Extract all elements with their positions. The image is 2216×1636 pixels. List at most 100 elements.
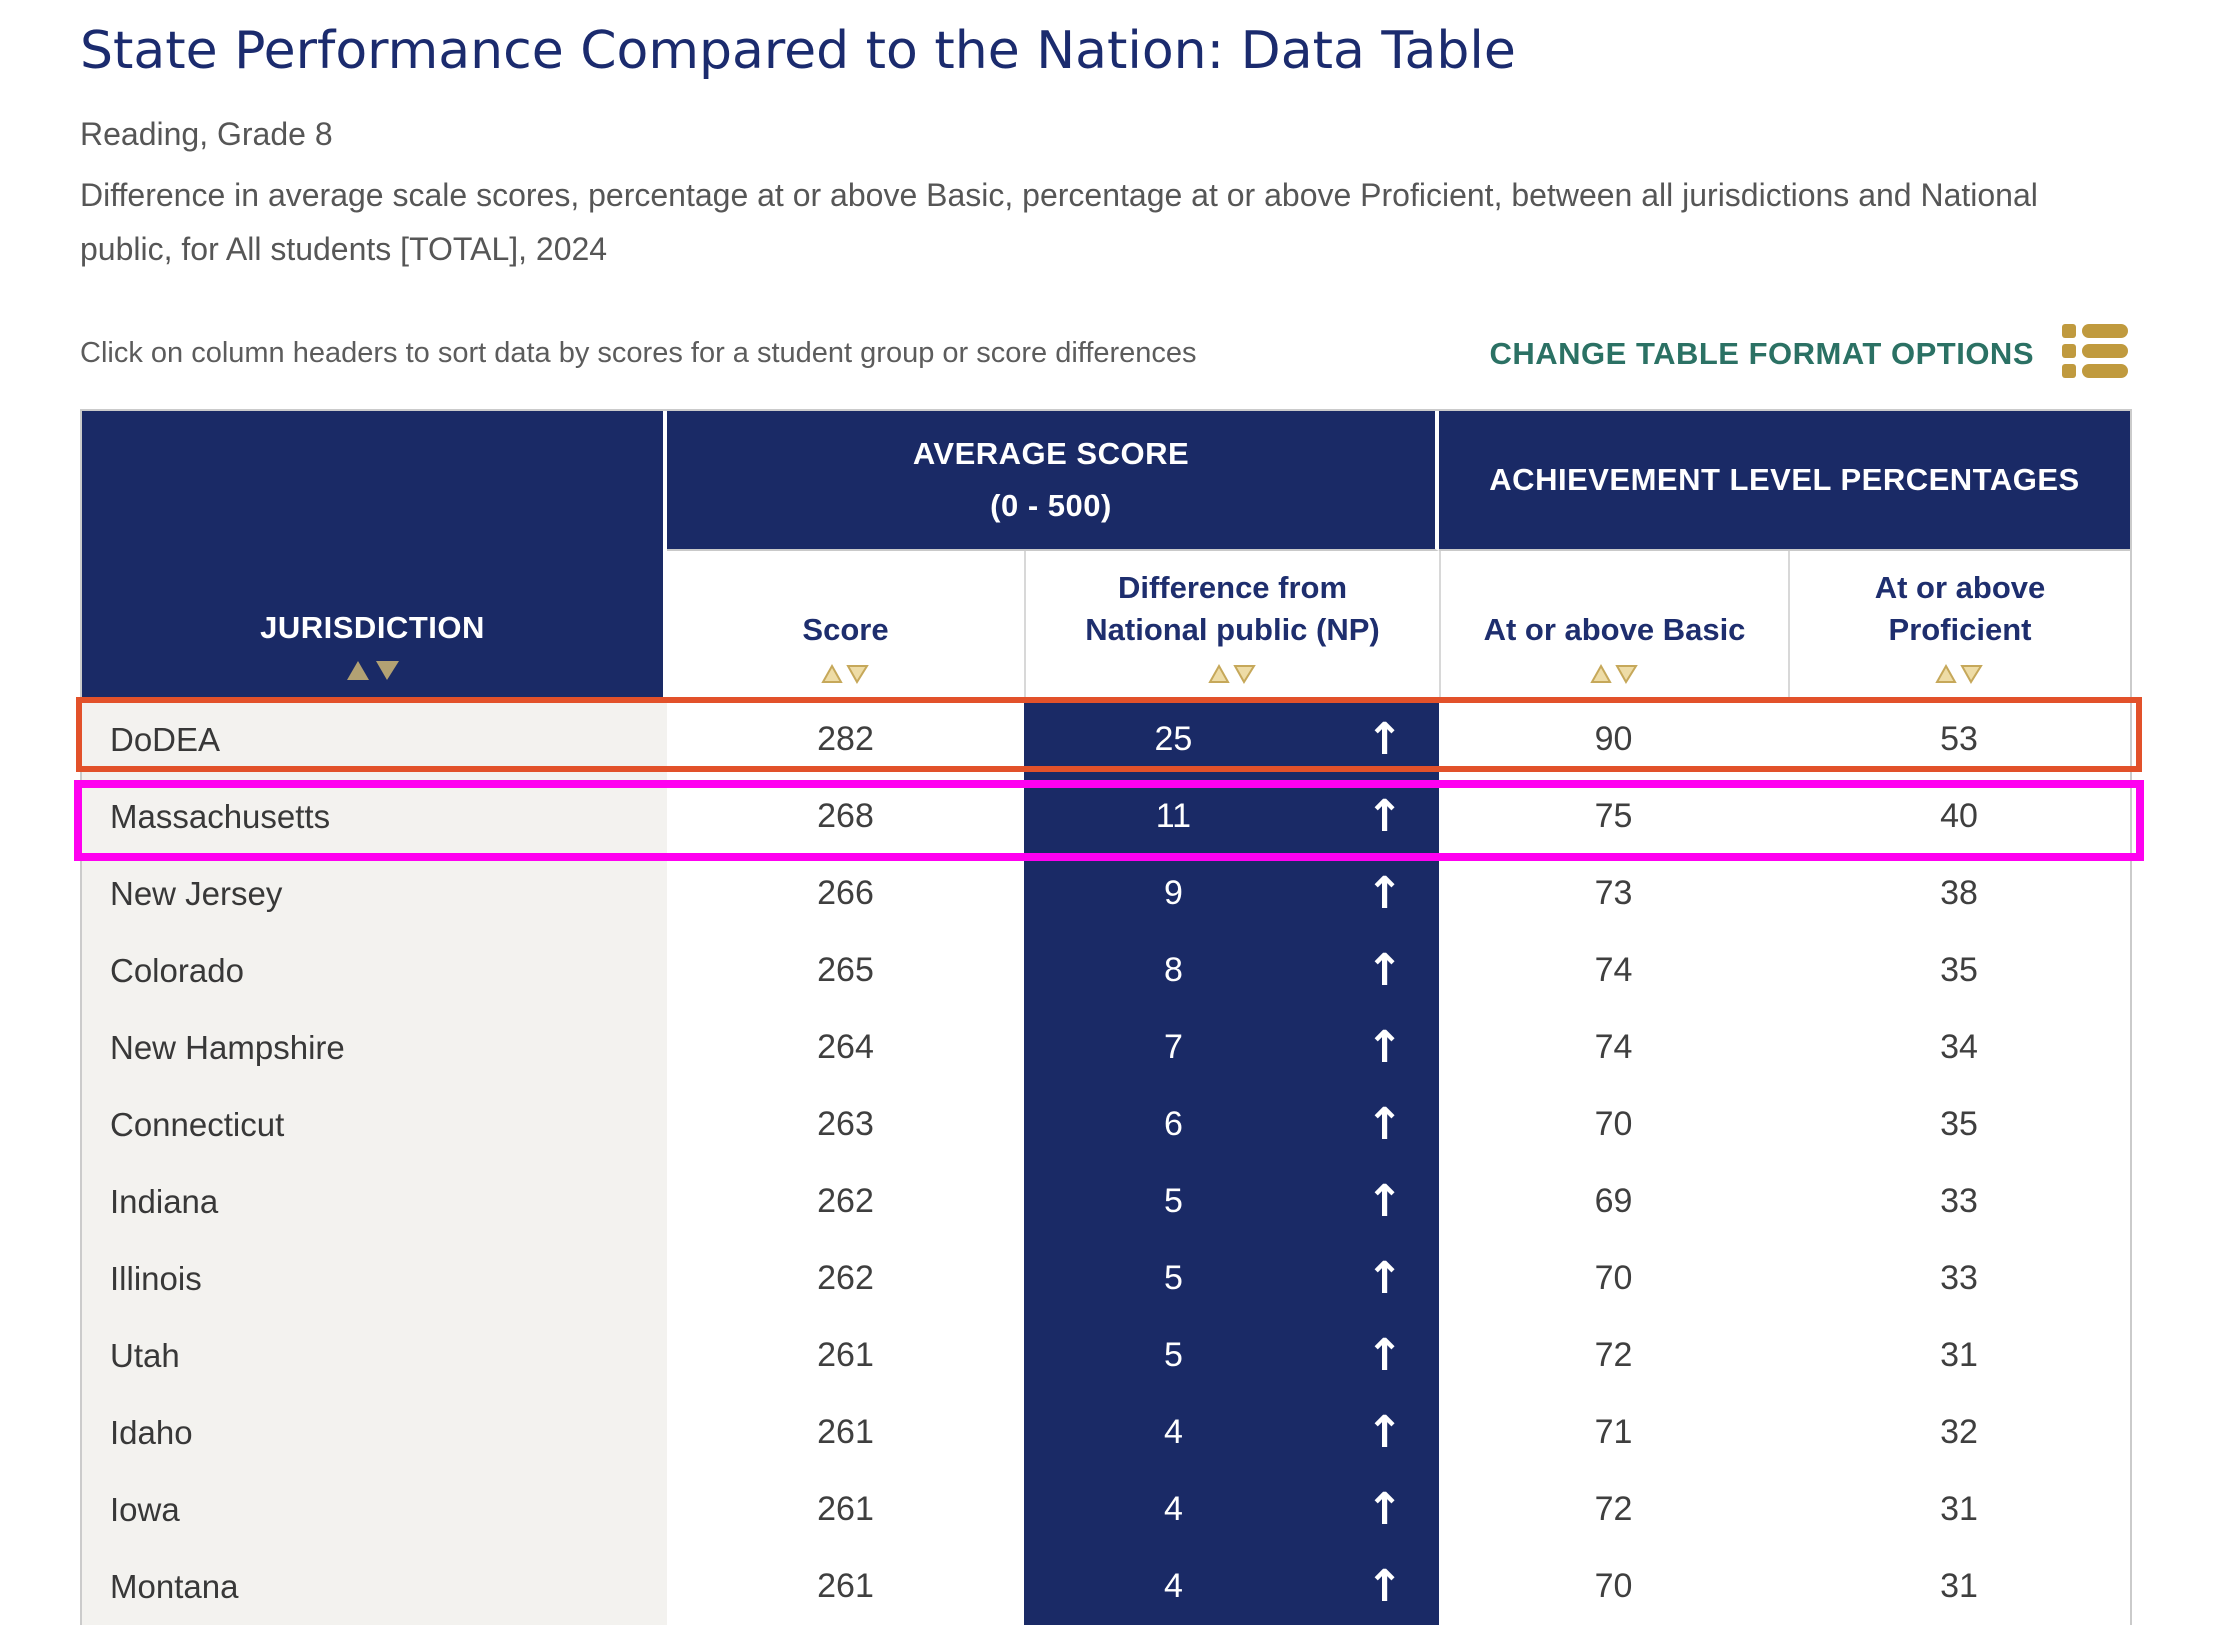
proficient-cell: 33 bbox=[1788, 1240, 2130, 1317]
difference-value: 5 bbox=[1163, 1182, 1183, 1220]
average-score-label-line2: (0 - 500) bbox=[990, 488, 1112, 523]
basic-cell: 73 bbox=[1439, 855, 1788, 932]
sort-arrows-icon bbox=[1589, 663, 1640, 685]
proficient-cell: 31 bbox=[1788, 1317, 2130, 1394]
proficient-value: 35 bbox=[1940, 1105, 1978, 1143]
basic-cell: 72 bbox=[1439, 1471, 1788, 1548]
difference-value: 6 bbox=[1163, 1105, 1183, 1143]
score-header-label: Score bbox=[802, 612, 889, 647]
proficient-value: 31 bbox=[1940, 1490, 1978, 1528]
significantly-higher-arrow-icon: ↑ bbox=[1366, 713, 1403, 765]
basic-value: 71 bbox=[1594, 1413, 1633, 1451]
column-header-score[interactable]: Score bbox=[667, 551, 1024, 701]
difference-value: 7 bbox=[1163, 1028, 1183, 1066]
difference-cell: 7 ↑ bbox=[1024, 1009, 1439, 1086]
score-cell: 282 bbox=[667, 701, 1024, 778]
score-cell: 262 bbox=[667, 1163, 1024, 1240]
sort-arrows-icon bbox=[1207, 663, 1258, 685]
significantly-higher-arrow-icon: ↑ bbox=[1366, 867, 1403, 919]
proficient-cell: 31 bbox=[1788, 1471, 2130, 1548]
significantly-higher-arrow-icon: ↑ bbox=[1366, 1560, 1403, 1612]
table-row-dodea: DoDEA 282 25 ↑ 90 53 bbox=[76, 697, 2142, 778]
column-header-at-or-above-proficient[interactable]: At or above Proficient bbox=[1788, 551, 2130, 701]
score-value: 282 bbox=[817, 720, 874, 758]
difference-cell: 4 ↑ bbox=[1024, 1548, 1439, 1625]
proficient-value: 34 bbox=[1940, 1028, 1978, 1066]
jurisdiction-cell: Illinois bbox=[82, 1240, 667, 1317]
table-description: Difference in average scale scores, perc… bbox=[80, 177, 2038, 267]
score-cell: 261 bbox=[667, 1394, 1024, 1471]
proficient-cell: 35 bbox=[1788, 932, 2130, 1009]
difference-value: 11 bbox=[1155, 797, 1192, 835]
column-header-difference-from-np[interactable]: Difference from National public (NP) bbox=[1024, 551, 1439, 701]
difference-cell: 4 ↑ bbox=[1024, 1394, 1439, 1471]
significantly-higher-arrow-icon: ↑ bbox=[1366, 1098, 1403, 1150]
proficient-cell: 38 bbox=[1788, 855, 2130, 932]
proficient-cell: 40 bbox=[1788, 778, 2130, 855]
column-header-at-or-above-basic[interactable]: At or above Basic bbox=[1439, 551, 1788, 701]
average-score-label-line1: AVERAGE SCORE bbox=[912, 436, 1190, 471]
score-value: 261 bbox=[817, 1567, 874, 1605]
significantly-higher-arrow-icon: ↑ bbox=[1366, 1329, 1403, 1381]
significantly-higher-arrow-icon: ↑ bbox=[1366, 790, 1403, 842]
score-cell: 261 bbox=[667, 1548, 1024, 1625]
jurisdiction-cell: Idaho bbox=[82, 1394, 667, 1471]
jurisdiction-cell: Colorado bbox=[82, 932, 667, 1009]
table-row-colorado: Colorado 265 8 ↑ 74 35 bbox=[82, 932, 2130, 1009]
proficient-cell: 31 bbox=[1788, 1548, 2130, 1625]
proficient-value: 32 bbox=[1940, 1413, 1978, 1451]
basic-cell: 70 bbox=[1439, 1548, 1788, 1625]
jurisdiction-name: DoDEA bbox=[110, 720, 221, 758]
state-performance-data-table: JURISDICTION AVERAGE SCORE (0 - 500) ACH… bbox=[74, 409, 2144, 1625]
jurisdiction-name: New Jersey bbox=[110, 874, 283, 912]
difference-value: 4 bbox=[1163, 1413, 1183, 1451]
jurisdiction-name: Idaho bbox=[110, 1413, 193, 1451]
score-value: 264 bbox=[817, 1028, 874, 1066]
difference-cell: 5 ↑ bbox=[1024, 1317, 1439, 1394]
score-cell: 264 bbox=[667, 1009, 1024, 1086]
score-value: 262 bbox=[817, 1182, 874, 1220]
proficient-value: 35 bbox=[1940, 951, 1978, 989]
sort-arrows-icon bbox=[820, 663, 871, 685]
score-value: 263 bbox=[817, 1105, 874, 1143]
jurisdiction-cell: Indiana bbox=[82, 1163, 667, 1240]
score-cell: 268 bbox=[667, 778, 1024, 855]
proficient-value: 31 bbox=[1940, 1567, 1978, 1605]
proficient-cell: 35 bbox=[1788, 1086, 2130, 1163]
difference-cell: 9 ↑ bbox=[1024, 855, 1439, 932]
difference-value: 4 bbox=[1163, 1490, 1183, 1528]
significantly-higher-arrow-icon: ↑ bbox=[1366, 1021, 1403, 1073]
basic-value: 70 bbox=[1594, 1567, 1633, 1605]
table-header: JURISDICTION AVERAGE SCORE (0 - 500) ACH… bbox=[82, 411, 2130, 701]
basic-value: 74 bbox=[1594, 1028, 1633, 1066]
score-value: 261 bbox=[817, 1413, 874, 1451]
score-value: 266 bbox=[817, 874, 874, 912]
score-cell: 263 bbox=[667, 1086, 1024, 1163]
basic-value: 69 bbox=[1594, 1182, 1633, 1220]
difference-cell: 11 ↑ bbox=[1024, 778, 1439, 855]
jurisdiction-header-label: JURISDICTION bbox=[260, 610, 485, 645]
table-toolbar: Click on column headers to sort data by … bbox=[80, 324, 2128, 383]
column-header-jurisdiction[interactable]: JURISDICTION bbox=[82, 411, 667, 701]
score-value: 262 bbox=[817, 1259, 874, 1297]
significantly-higher-arrow-icon: ↑ bbox=[1366, 1483, 1403, 1535]
basic-value: 72 bbox=[1594, 1336, 1633, 1374]
jurisdiction-name: Utah bbox=[110, 1336, 180, 1374]
difference-cell: 8 ↑ bbox=[1024, 932, 1439, 1009]
change-table-format-options-button[interactable]: CHANGE TABLE FORMAT OPTIONS bbox=[1490, 324, 2128, 383]
proficient-header-label: At or above Proficient bbox=[1874, 570, 2046, 647]
proficient-value: 40 bbox=[1940, 797, 1978, 835]
proficient-cell: 32 bbox=[1788, 1394, 2130, 1471]
subject-grade-label: Reading, Grade 8 bbox=[80, 116, 333, 152]
difference-cell: 25 ↑ bbox=[1024, 701, 1439, 778]
difference-value: 4 bbox=[1163, 1567, 1183, 1605]
table-row-indiana: Indiana 262 5 ↑ 69 33 bbox=[82, 1163, 2130, 1240]
basic-cell: 74 bbox=[1439, 1009, 1788, 1086]
basic-value: 70 bbox=[1594, 1105, 1633, 1143]
jurisdiction-cell: Connecticut bbox=[82, 1086, 667, 1163]
difference-value: 8 bbox=[1163, 951, 1183, 989]
proficient-value: 53 bbox=[1940, 720, 1978, 758]
jurisdiction-cell: Montana bbox=[82, 1548, 667, 1625]
jurisdiction-name: Colorado bbox=[110, 951, 244, 989]
basic-cell: 75 bbox=[1439, 778, 1788, 855]
